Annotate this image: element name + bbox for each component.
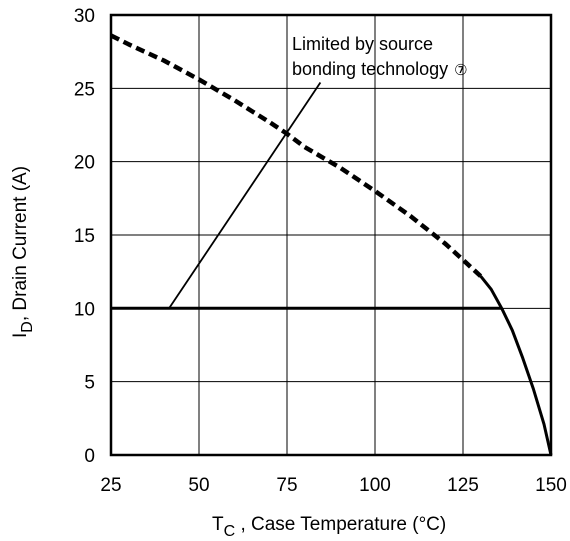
y-tick-label-30: 30 — [74, 6, 95, 27]
annotation-line-2-text: bonding technology — [292, 59, 448, 79]
y-axis-title-main: I — [10, 333, 31, 338]
x-axis-title-main: T — [212, 514, 224, 535]
y-tick-label-0: 0 — [84, 446, 95, 467]
annotation-line-2: bonding technology ⑦ — [292, 59, 468, 79]
y-tick-label-20: 20 — [74, 153, 95, 174]
y-tick-label-15: 15 — [74, 226, 95, 247]
footnote-7-icon: ⑦ — [454, 62, 467, 79]
x-tick-label-75: 75 — [276, 475, 297, 496]
y-axis-title-rest: , Drain Current (A) — [10, 166, 31, 321]
current-curve-dashed — [109, 33, 483, 278]
x-axis-title-sub: C — [224, 523, 236, 540]
plot-frame — [109, 13, 553, 457]
series-group — [109, 33, 553, 456]
annotation-leader-line — [168, 81, 322, 309]
grid — [111, 15, 551, 455]
x-tick-label-125: 125 — [447, 475, 479, 496]
x-tick-label-50: 50 — [188, 475, 209, 496]
y-tick-label-25: 25 — [74, 79, 95, 100]
y-axis-title: ID, Drain Current (A) — [10, 166, 36, 338]
annotation-line-1: Limited by source — [292, 34, 433, 54]
y-tick-label-5: 5 — [84, 373, 95, 394]
x-axis-title-rest: , Case Temperature (°C) — [235, 514, 446, 535]
x-tick-label-150: 150 — [535, 475, 567, 496]
x-tick-label-25: 25 — [100, 475, 121, 496]
y-axis-title-sub: D — [19, 321, 36, 333]
y-tick-label-10: 10 — [74, 299, 95, 320]
x-tick-label-100: 100 — [359, 475, 391, 496]
current-curve-solid — [479, 275, 553, 456]
x-axis-title: TC , Case Temperature (°C) — [212, 514, 446, 540]
tick-labels: 25 50 75 100 125 150 0 5 10 15 20 25 30 — [74, 6, 567, 496]
